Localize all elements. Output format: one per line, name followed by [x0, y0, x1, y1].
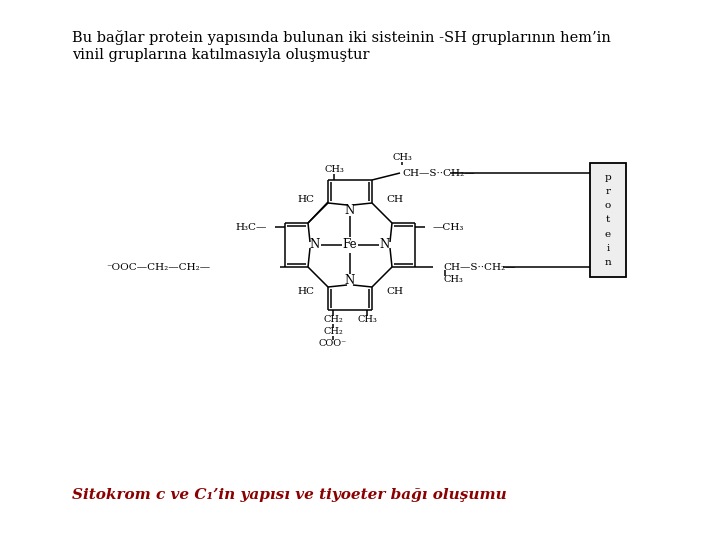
Text: H₃C—: H₃C—	[235, 222, 267, 232]
Text: HC: HC	[297, 194, 314, 204]
Text: N: N	[310, 239, 320, 252]
Text: N: N	[345, 204, 355, 217]
Text: ⁻OOC—CH₂—CH₂—: ⁻OOC—CH₂—CH₂—	[106, 262, 210, 272]
FancyBboxPatch shape	[590, 163, 626, 277]
Text: N: N	[380, 239, 390, 252]
Text: CH₃: CH₃	[392, 153, 412, 163]
Text: r: r	[606, 187, 611, 196]
Text: i: i	[606, 244, 610, 253]
Text: CH—S··CH₂—: CH—S··CH₂—	[443, 262, 516, 272]
Text: COO⁻: COO⁻	[319, 340, 347, 348]
Text: vinil gruplarına katılmasıyla oluşmuştur: vinil gruplarına katılmasıyla oluşmuştur	[72, 48, 369, 62]
Text: CH₂: CH₂	[323, 315, 343, 325]
Text: n: n	[605, 258, 611, 267]
Text: CH₃: CH₃	[324, 165, 344, 174]
Text: t: t	[606, 215, 610, 225]
Text: CH₃: CH₃	[443, 275, 463, 285]
Text: CH: CH	[386, 194, 403, 204]
Text: N: N	[345, 273, 355, 287]
Text: CH—S··CH₂—: CH—S··CH₂—	[402, 168, 474, 178]
Text: —CH₃: —CH₃	[433, 222, 464, 232]
Text: e: e	[605, 230, 611, 239]
Text: CH₃: CH₃	[357, 315, 377, 325]
Text: Fe: Fe	[343, 239, 357, 252]
Text: Sitokrom c ve C₁’in yapısı ve tiyoeter bağı oluşumu: Sitokrom c ve C₁’in yapısı ve tiyoeter b…	[72, 488, 507, 502]
Text: CH: CH	[386, 287, 403, 295]
Text: CH₂: CH₂	[323, 327, 343, 336]
Text: Bu bağlar protein yapısında bulunan iki sisteinin -SH gruplarının hem’in: Bu bağlar protein yapısında bulunan iki …	[72, 30, 611, 45]
Text: HC: HC	[297, 287, 314, 295]
Text: o: o	[605, 201, 611, 210]
Text: p: p	[605, 173, 611, 182]
